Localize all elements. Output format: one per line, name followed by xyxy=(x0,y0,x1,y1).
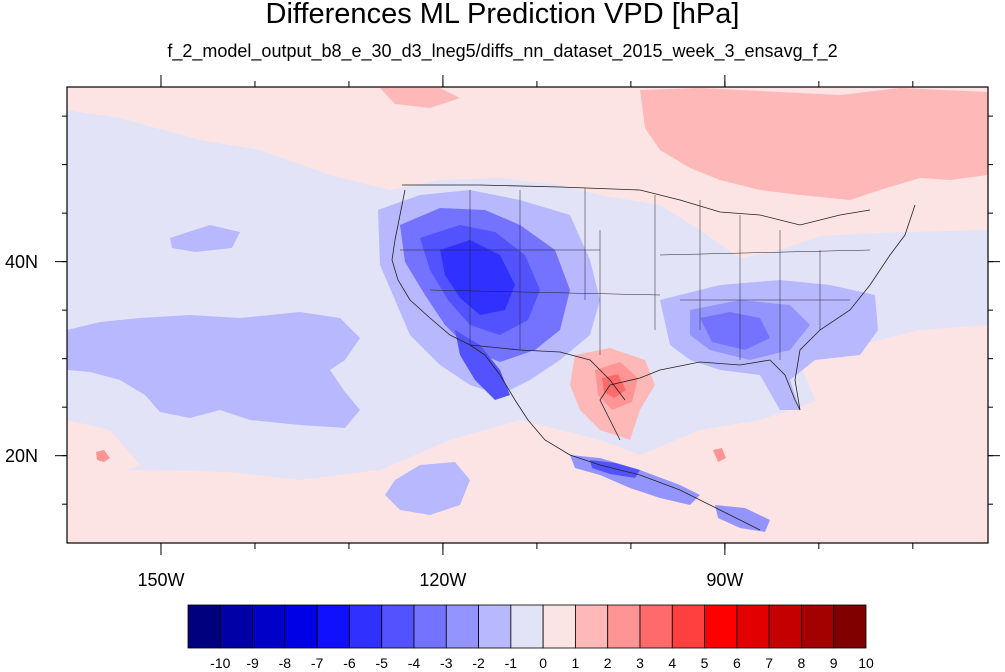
colorbar-label: 4 xyxy=(668,655,677,671)
figure-title: Differences ML Prediction VPD [hPa] xyxy=(265,0,740,30)
state-lines-grid xyxy=(400,188,871,360)
field-canada-pink xyxy=(640,88,988,200)
colorbar-swatch xyxy=(736,604,770,649)
colorbar-swatch xyxy=(801,604,835,649)
colorbar-label: 1 xyxy=(571,655,580,671)
colorbar-label: 2 xyxy=(603,655,612,671)
colorbar-label: -1 xyxy=(504,655,518,671)
colorbar-swatch xyxy=(349,604,383,649)
colorbar-swatch xyxy=(704,604,738,649)
colorbar-label: 6 xyxy=(732,655,741,671)
colorbar-swatch xyxy=(381,604,415,649)
colorbar xyxy=(187,604,867,649)
figure-subtitle: f_2_model_output_b8_e_30_d3_lneg5/diffs_… xyxy=(167,41,838,61)
colorbar-swatch xyxy=(187,604,221,649)
colorbar-label: -9 xyxy=(246,655,259,671)
colorbar-swatch xyxy=(607,604,641,649)
y-tick-label: 40N xyxy=(4,251,38,272)
colorbar-swatch xyxy=(219,604,253,649)
colorbar-swatch xyxy=(445,604,479,649)
field-pacific-blue-west xyxy=(170,225,240,252)
colorbar-swatch xyxy=(542,604,576,649)
colorbar-label: 3 xyxy=(636,655,644,671)
colorbar-label: -4 xyxy=(407,655,421,671)
field-pacific-blue-south xyxy=(385,462,470,515)
colorbar-label: 0 xyxy=(539,655,548,671)
x-tick-label: 90W xyxy=(706,570,744,590)
field-pacific-blue xyxy=(67,312,360,428)
colorbar-label: -7 xyxy=(310,655,324,671)
colorbar-label: -5 xyxy=(375,655,388,671)
colorbar-label: 9 xyxy=(829,655,838,671)
field-panama-blue xyxy=(715,505,770,532)
field-sw-coast xyxy=(455,330,510,400)
field-hawaii-pink xyxy=(67,420,140,480)
coastline-gulf xyxy=(599,359,801,441)
colorbar-label: 7 xyxy=(765,655,774,671)
coastline-atlantic xyxy=(794,204,916,411)
axis-ticks xyxy=(55,75,1000,555)
colorbar-swatch xyxy=(671,604,705,649)
colorbar-swatch xyxy=(284,604,318,649)
colorbar-label: -6 xyxy=(343,655,356,671)
colorbar-label: -3 xyxy=(440,655,453,671)
field-alaska-pink xyxy=(380,88,460,108)
colorbar-swatch xyxy=(833,604,867,649)
map-outlines xyxy=(391,184,916,531)
colorbar-swatch xyxy=(478,604,512,649)
field-south-pink xyxy=(67,360,988,543)
colorbar-label: -8 xyxy=(278,655,292,671)
field-layer xyxy=(67,87,988,543)
field-se-strong xyxy=(700,312,770,350)
colorbar-label: 10 xyxy=(858,655,874,671)
field-hawaii-red xyxy=(96,450,110,462)
x-tick-label: 150W xyxy=(137,570,185,590)
colorbar-label: -2 xyxy=(472,655,485,671)
y-tick-label: 20N xyxy=(4,445,38,466)
colorbar-swatch xyxy=(316,604,350,649)
border-us-mexico xyxy=(469,344,626,401)
colorbar-label: 5 xyxy=(700,655,709,671)
colorbar-swatch xyxy=(768,604,802,649)
colorbar-swatch xyxy=(510,604,544,649)
field-sw-core xyxy=(440,240,515,315)
colorbar-swatch xyxy=(413,604,447,649)
colorbar-label: -10 xyxy=(210,655,231,671)
colorbar-label: 8 xyxy=(797,655,806,671)
plot-frame xyxy=(66,86,989,544)
colorbar-swatch xyxy=(575,604,609,649)
coastline-pacific-west xyxy=(391,189,761,531)
colorbar-swatch xyxy=(639,604,673,649)
field-caribbean-spot xyxy=(713,448,726,462)
colorbar-swatch xyxy=(252,604,286,649)
x-tick-label: 120W xyxy=(419,570,467,590)
field-atlantic-pink xyxy=(800,325,988,410)
